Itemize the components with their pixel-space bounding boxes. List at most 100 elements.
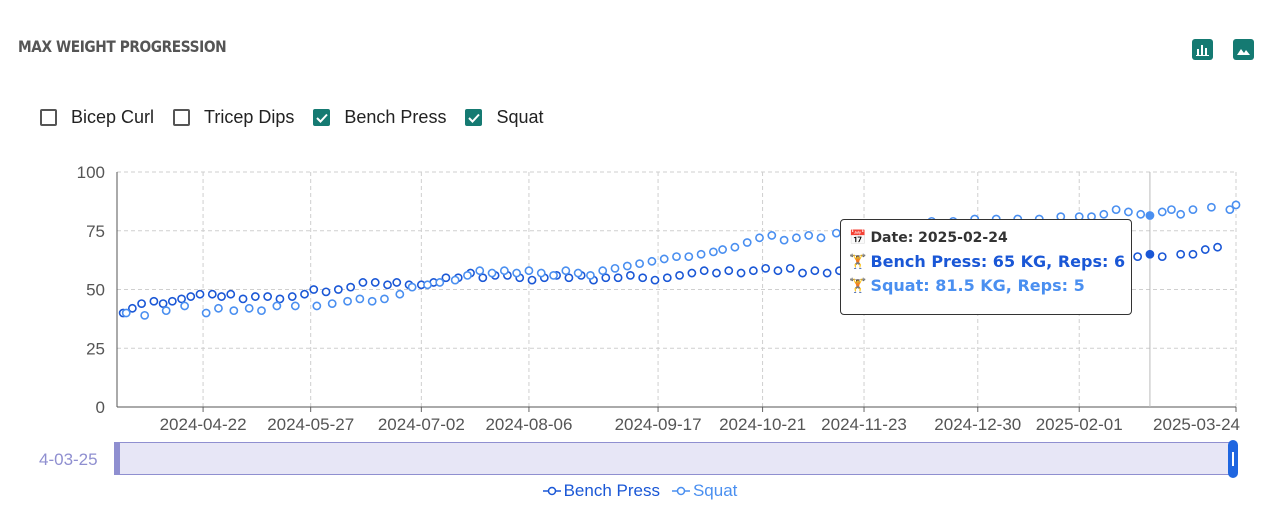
x-tick-label: 2024-07-02 xyxy=(378,415,465,434)
data-point xyxy=(140,310,150,320)
data-point xyxy=(487,268,497,278)
data-point xyxy=(475,266,485,276)
data-point xyxy=(121,308,131,318)
y-tick-label: 0 xyxy=(96,398,105,417)
data-point xyxy=(638,273,648,283)
filter-label: Squat xyxy=(496,107,544,127)
data-point xyxy=(312,301,322,311)
data-point xyxy=(1200,245,1210,254)
x-tick-label: 2024-08-06 xyxy=(485,415,572,434)
data-point xyxy=(321,287,331,297)
checkbox[interactable] xyxy=(40,109,57,126)
x-tick-label: 2024-05-27 xyxy=(267,415,354,434)
weightlifter-icon: 🏋 xyxy=(849,277,867,294)
zoom-handle-left[interactable] xyxy=(114,442,120,475)
data-point xyxy=(586,271,595,280)
legend-marker-icon xyxy=(542,486,561,496)
data-point xyxy=(1111,205,1121,214)
data-point xyxy=(785,263,795,273)
data-point xyxy=(272,301,282,311)
data-point xyxy=(598,266,608,276)
data-point xyxy=(1225,205,1235,214)
data-point xyxy=(300,289,309,299)
data-point xyxy=(622,261,632,271)
data-point xyxy=(650,275,660,285)
data-point xyxy=(810,266,820,276)
data-point xyxy=(1231,200,1241,210)
data-point xyxy=(380,294,389,304)
data-point xyxy=(708,247,718,257)
filter-bench-press[interactable]: Bench Press xyxy=(313,107,446,128)
data-point xyxy=(435,278,445,287)
x-tick-label: 2025-03-24 xyxy=(1153,415,1240,434)
y-tick-label: 50 xyxy=(86,281,105,300)
checkbox[interactable] xyxy=(173,109,191,126)
y-tick-label: 75 xyxy=(86,222,105,241)
chart-title: MAX WEIGHT PROGRESSION xyxy=(18,37,227,56)
data-point xyxy=(346,282,356,292)
data-point xyxy=(635,259,645,269)
y-tick-label: 100 xyxy=(77,163,105,182)
data-point xyxy=(804,231,814,240)
zoom-slider[interactable] xyxy=(117,442,1233,475)
data-point xyxy=(441,273,451,283)
data-point xyxy=(343,296,352,306)
data-point xyxy=(675,271,684,280)
checkbox-checked[interactable] xyxy=(465,109,483,126)
data-point xyxy=(1133,252,1143,261)
data-point xyxy=(798,268,807,278)
bar-chart-icon[interactable] xyxy=(1192,39,1213,60)
data-point xyxy=(186,292,196,301)
x-tick-label: 2024-09-17 xyxy=(615,415,702,434)
data-point xyxy=(1099,209,1109,219)
data-point xyxy=(684,252,694,261)
data-point xyxy=(217,292,226,301)
data-point xyxy=(755,233,764,243)
checkbox-checked[interactable] xyxy=(313,109,331,126)
data-point xyxy=(779,235,789,245)
filter-squat[interactable]: Squat xyxy=(465,107,544,128)
data-point xyxy=(730,242,740,252)
data-point xyxy=(358,278,368,287)
chart-toolbar xyxy=(1192,39,1254,60)
data-point xyxy=(1136,209,1146,219)
filter-label: Tricep Dips xyxy=(204,107,295,127)
data-point xyxy=(761,263,771,273)
data-point xyxy=(1188,205,1198,214)
filter-tricep-dips[interactable]: Tricep Dips xyxy=(173,107,294,128)
image-icon[interactable] xyxy=(1233,39,1254,60)
chart-tooltip: 📅 Date: 2025-02-24 🏋 Bench Press: 65 KG,… xyxy=(840,219,1132,315)
data-point xyxy=(201,308,211,318)
data-point xyxy=(524,266,534,276)
zoom-handle-right[interactable] xyxy=(1228,440,1238,478)
data-point xyxy=(742,238,752,247)
data-point xyxy=(1176,249,1186,259)
filter-label: Bench Press xyxy=(344,107,447,127)
tooltip-squat: Squat: 81.5 KG, Reps: 5 xyxy=(870,276,1085,295)
calendar-icon: 📅 xyxy=(849,230,867,246)
data-point xyxy=(1157,207,1167,217)
data-point xyxy=(527,275,537,285)
data-point xyxy=(214,303,223,313)
data-point xyxy=(309,285,319,294)
y-tick-label: 25 xyxy=(86,339,105,358)
data-point xyxy=(478,273,488,283)
legend-item-bench-press[interactable]: Bench Press xyxy=(542,481,660,501)
data-point xyxy=(207,289,217,299)
data-point xyxy=(1145,211,1155,220)
data-point xyxy=(1167,205,1176,214)
data-point xyxy=(773,266,783,276)
data-point xyxy=(1176,209,1186,219)
data-point xyxy=(561,266,571,276)
data-point xyxy=(625,271,635,280)
legend-item-squat[interactable]: Squat xyxy=(671,481,737,501)
data-point xyxy=(370,278,380,287)
data-point xyxy=(195,289,205,299)
data-point xyxy=(137,299,146,308)
filter-bicep-curl[interactable]: Bicep Curl xyxy=(40,107,154,128)
data-point xyxy=(699,266,709,276)
data-point xyxy=(290,301,300,311)
data-point xyxy=(1188,249,1198,259)
data-point xyxy=(263,292,273,301)
data-point xyxy=(149,296,159,306)
